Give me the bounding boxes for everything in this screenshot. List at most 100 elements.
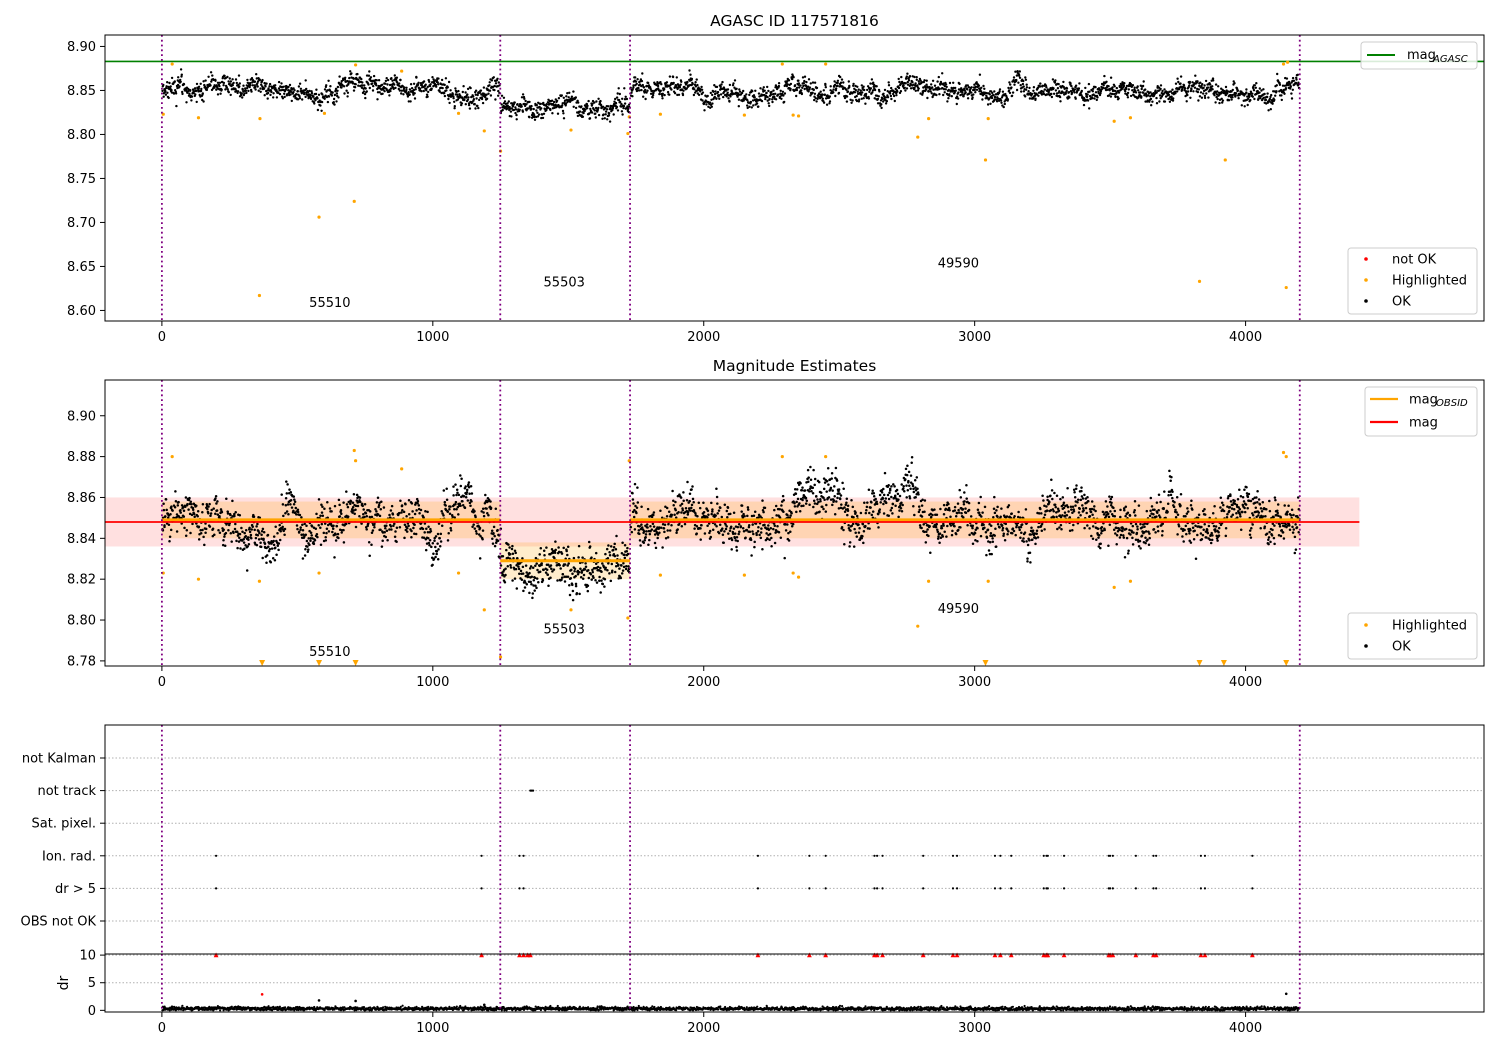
panel1-ok-point xyxy=(771,100,774,104)
panel1-ok-point xyxy=(533,114,536,117)
panel1-ok-point xyxy=(701,99,704,102)
panel1-ok-point xyxy=(1010,86,1013,89)
panel1-ok-point xyxy=(427,90,430,94)
panel2-ok-point xyxy=(690,488,693,491)
panel2-ok-point xyxy=(587,568,590,572)
panel1-ok-point xyxy=(399,78,402,82)
panel1-ok-point xyxy=(692,93,696,97)
panel1-ok-point xyxy=(714,90,717,93)
panel2-ok-point xyxy=(390,528,393,531)
panel2-ok-point xyxy=(258,516,262,519)
panel1-ok-point xyxy=(1200,84,1203,88)
panel1-ok-point xyxy=(512,108,516,112)
panel1-ok-point xyxy=(502,96,506,100)
panel1-upper-legend-frame xyxy=(1360,41,1478,70)
panel2-ok-point xyxy=(804,496,808,500)
panel1-ok-point xyxy=(360,77,363,81)
panel1-ok-point xyxy=(1203,96,1207,100)
panel2-ok-point xyxy=(489,506,493,510)
panel1-ok-point xyxy=(431,76,434,79)
panel2-ok-point xyxy=(206,507,209,511)
panel2-ok-point xyxy=(310,534,313,537)
panel2-ok-point xyxy=(508,546,511,549)
panel1-ok-point xyxy=(1141,84,1145,88)
panel1-x-tick-label-2: 2000 xyxy=(687,330,720,345)
panel2-ok-point xyxy=(361,504,364,508)
panel1-ok-point xyxy=(200,87,203,91)
panel1-ok-point xyxy=(485,97,489,101)
panel1-ok-point xyxy=(581,115,585,119)
panel1-ok-point xyxy=(480,97,484,101)
panel1-ok-point xyxy=(268,85,271,88)
panel1-ok-point xyxy=(900,75,903,79)
panel2-ok-point xyxy=(283,533,286,536)
panel2-ok-point xyxy=(884,501,888,505)
panel2-ok-point xyxy=(811,491,815,495)
panel2-ok-point xyxy=(227,529,230,532)
panel2-ok-point xyxy=(335,524,339,528)
panel1-ok-point xyxy=(1038,85,1042,88)
panel1-ok-point xyxy=(695,78,698,81)
panel2-ok-point xyxy=(646,526,649,529)
panel1-ok-point xyxy=(488,81,491,84)
panel1-ok-point xyxy=(409,100,412,103)
panel1-ok-point xyxy=(832,91,835,94)
panel2-ok-point xyxy=(514,567,518,571)
panel2-ok-point xyxy=(368,515,372,519)
panel2-ok-point xyxy=(278,523,281,527)
panel1-ok-point xyxy=(268,82,272,86)
panel2-ok-point xyxy=(342,501,345,504)
panel2-ok-point xyxy=(490,529,494,532)
panel2-ok-point xyxy=(795,510,798,514)
panel1-ok-points xyxy=(161,68,1301,123)
panel1-ok-point xyxy=(506,104,509,108)
panel2-ok-point xyxy=(689,509,692,512)
panel1-ok-point xyxy=(613,100,616,103)
panel1-ok-point xyxy=(656,84,660,88)
panel1-ok-point xyxy=(1057,82,1060,86)
panel1-ok-point xyxy=(821,97,824,101)
panel1-ok-point xyxy=(1032,89,1035,93)
panel1-ok-point xyxy=(1220,97,1223,101)
panel2-ok-point xyxy=(707,513,710,516)
panel1-highlighted-point xyxy=(456,111,461,115)
panel2-ok-point xyxy=(203,543,206,547)
panel1-ok-point xyxy=(259,87,262,90)
panel2-ok-point xyxy=(848,541,852,544)
panel1-ok-point xyxy=(697,93,701,97)
panel2-ok-point xyxy=(735,549,739,552)
panel1-highlighted-point xyxy=(1285,60,1290,64)
panel2-ok-point xyxy=(790,511,793,515)
panel2-ok-point xyxy=(739,525,743,528)
panel1-highlighted-point xyxy=(986,117,990,121)
panel1-ok-point xyxy=(280,82,283,85)
panel2-ok-point xyxy=(825,503,828,507)
panel1-ok-point xyxy=(323,97,326,101)
panel2-ok-point xyxy=(179,511,182,514)
panel2-ok-point xyxy=(854,531,857,535)
panel1-ok-point xyxy=(234,78,238,81)
panel1-ok-point xyxy=(933,84,937,87)
panel2-ok-point xyxy=(437,548,440,551)
panel2-ok-point xyxy=(699,527,702,530)
panel2-ok-point xyxy=(675,531,678,535)
panel2-ok-point xyxy=(740,510,743,513)
panel1-ok-point xyxy=(349,70,352,73)
panel2-ok-point xyxy=(190,503,193,506)
panel2-ok-point xyxy=(557,550,561,554)
panel1-ok-point xyxy=(542,112,546,116)
panel2-ok-point xyxy=(394,530,397,533)
panel2-ok-point xyxy=(237,540,241,543)
panel2-ok-point xyxy=(469,504,472,508)
panel2-ok-point xyxy=(579,567,582,571)
panel2-ok-point xyxy=(403,523,407,526)
panel2-ok-point xyxy=(308,529,311,533)
panel2-ok-point xyxy=(607,562,610,565)
panel2-ok-point xyxy=(742,530,746,533)
panel1-ok-point xyxy=(1126,93,1129,97)
panel1-ok-point xyxy=(846,90,850,93)
panel2-ok-point xyxy=(469,485,473,488)
panel1-ok-point xyxy=(621,97,624,101)
panel1-ok-point xyxy=(263,94,266,97)
panel1-ok-point xyxy=(1158,100,1161,103)
